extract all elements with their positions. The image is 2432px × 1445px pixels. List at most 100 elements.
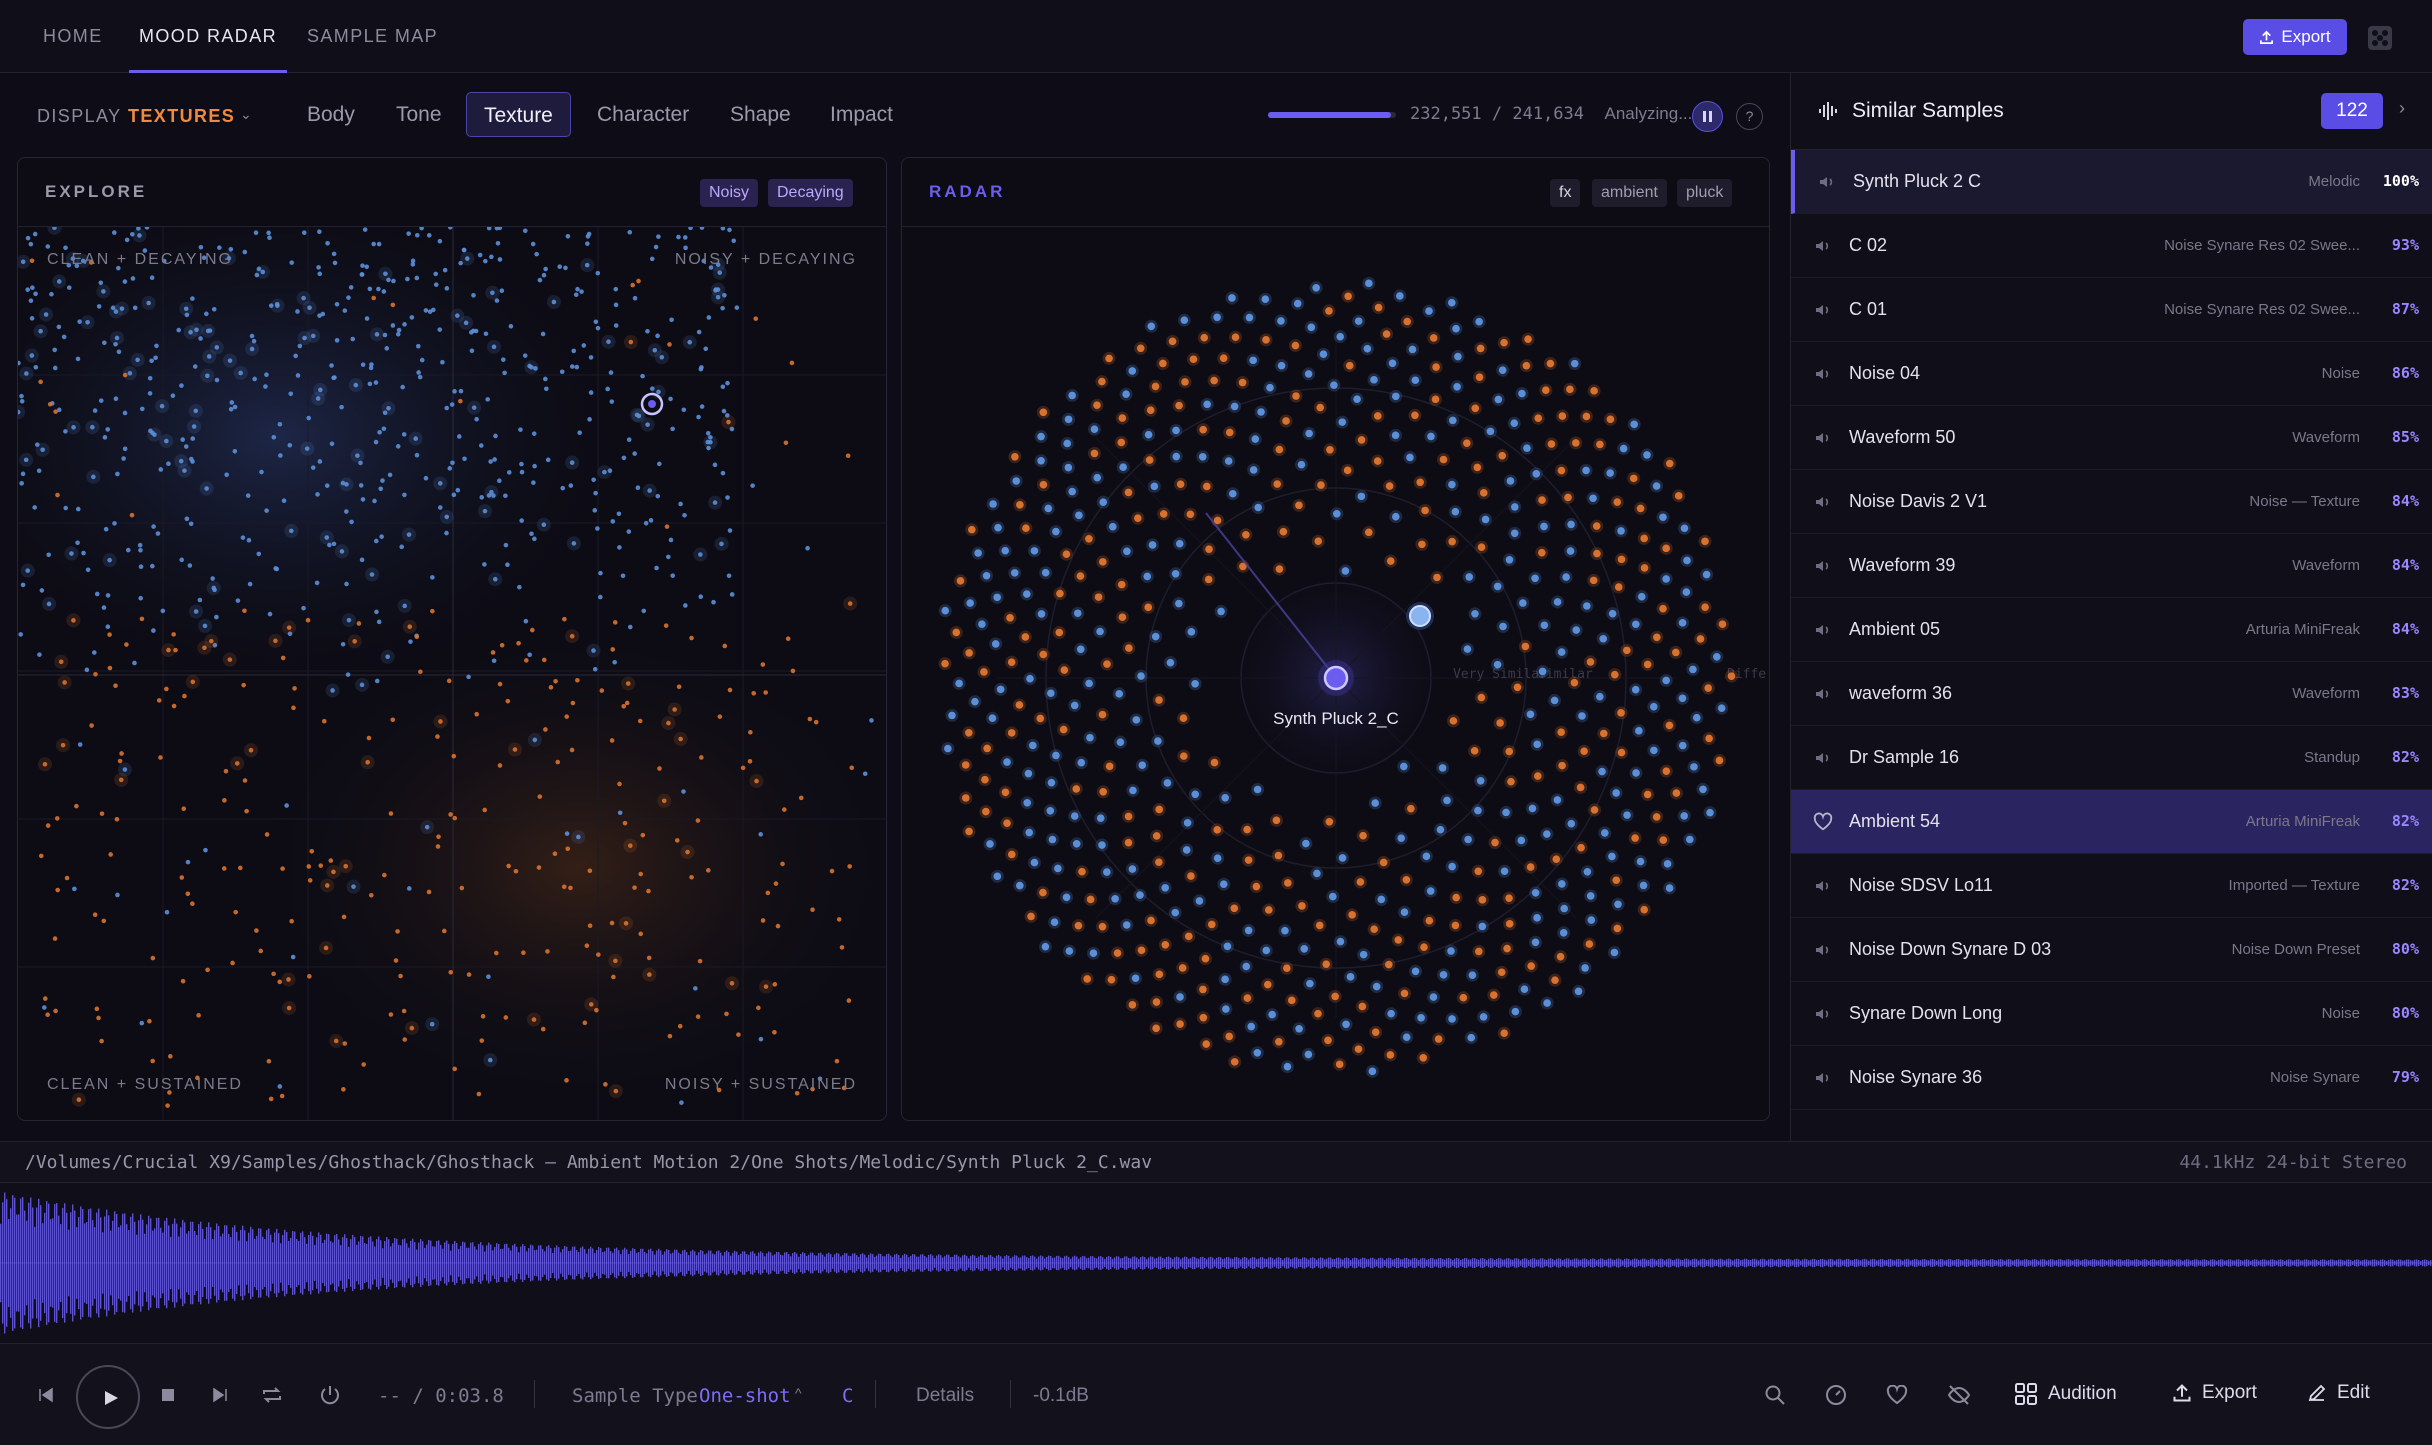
- speaker-icon[interactable]: [1813, 1004, 1833, 1024]
- speaker-icon[interactable]: [1813, 300, 1833, 320]
- list-item[interactable]: Synare Down Long Noise 80%: [1791, 982, 2432, 1046]
- chevron-right-icon[interactable]: ›: [2399, 98, 2405, 118]
- chevron-up-icon[interactable]: ^: [795, 1385, 802, 1401]
- speaker-icon[interactable]: [1813, 620, 1833, 640]
- speaker-icon[interactable]: [1813, 876, 1833, 896]
- explore-point: [834, 1058, 840, 1064]
- tag-decaying[interactable]: Decaying: [768, 179, 853, 207]
- explore-scatter-map[interactable]: [18, 227, 887, 1121]
- explore-point: [150, 430, 155, 436]
- list-item[interactable]: Noise Down Synare D 03 Noise Down Preset 8…: [1791, 918, 2432, 982]
- dice-icon[interactable]: [2368, 26, 2392, 50]
- heart-icon[interactable]: [1813, 812, 1833, 832]
- explore-point: [353, 382, 359, 388]
- list-item[interactable]: C 02 Noise Synare Res 02 Swee... 93%: [1791, 214, 2432, 278]
- explore-point: [25, 235, 31, 241]
- list-item[interactable]: Noise Synare 36 Noise Synare 79%: [1791, 1046, 2432, 1110]
- play-button[interactable]: [76, 1365, 140, 1429]
- search-icon[interactable]: [1764, 1384, 1786, 1406]
- speaker-icon[interactable]: [1813, 236, 1833, 256]
- radar-point: [1152, 832, 1161, 840]
- list-item[interactable]: Ambient 05 Arturia MiniFreak 84%: [1791, 598, 2432, 662]
- export-bottom-label: Export: [2202, 1382, 2257, 1403]
- explore-point: [647, 488, 652, 493]
- radar-point: [1137, 946, 1146, 955]
- nav-tab-home[interactable]: HOME: [43, 26, 103, 46]
- speaker-icon[interactable]: [1813, 492, 1833, 512]
- list-item[interactable]: C 01 Noise Synare Res 02 Swee... 87%: [1791, 278, 2432, 342]
- speaker-icon[interactable]: [1813, 1068, 1833, 1088]
- explore-point: [598, 570, 603, 576]
- explore-point: [810, 907, 815, 913]
- loop-icon[interactable]: [260, 1383, 284, 1407]
- speaker-icon[interactable]: [1813, 364, 1833, 384]
- key-selector[interactable]: C: [842, 1385, 854, 1407]
- explore-point: [171, 703, 177, 709]
- export-bottom-button[interactable]: Export: [2172, 1382, 2257, 1404]
- speaker-icon[interactable]: [1813, 748, 1833, 768]
- heart-icon[interactable]: [1886, 1385, 1908, 1405]
- speaker-icon[interactable]: [1813, 428, 1833, 448]
- tab-texture[interactable]: Texture: [466, 92, 571, 137]
- list-item[interactable]: Synth Pluck 2 C Melodic 100%: [1791, 150, 2432, 214]
- speaker-icon[interactable]: [1817, 172, 1837, 192]
- list-item[interactable]: waveform 36 Waveform 83%: [1791, 662, 2432, 726]
- explore-point: [681, 789, 686, 794]
- list-item[interactable]: Waveform 50 Waveform 85%: [1791, 406, 2432, 470]
- speaker-icon[interactable]: [1813, 684, 1833, 704]
- tab-body[interactable]: Body: [307, 103, 355, 126]
- list-item[interactable]: Noise SDSV Lo11 Imported — Texture 82%: [1791, 854, 2432, 918]
- radar-point: [1534, 414, 1543, 423]
- radar-point: [1623, 646, 1631, 655]
- radar-point: [1449, 717, 1458, 725]
- list-item[interactable]: Waveform 39 Waveform 84%: [1791, 534, 2432, 598]
- skip-back-icon[interactable]: [37, 1386, 55, 1404]
- audition-button[interactable]: Audition: [2014, 1382, 2117, 1406]
- explore-points[interactable]: [18, 227, 874, 1108]
- waveform-view[interactable]: [0, 1183, 2432, 1343]
- pause-analysis-button[interactable]: [1692, 101, 1723, 132]
- explore-point: [486, 227, 492, 231]
- sample-type-select[interactable]: One-shot: [699, 1385, 791, 1407]
- speaker-icon[interactable]: [1813, 940, 1833, 960]
- gain-readout[interactable]: -0.1dB: [1033, 1385, 1089, 1406]
- tag-ambient[interactable]: ambient: [1592, 179, 1667, 207]
- skip-forward-icon[interactable]: [211, 1386, 229, 1404]
- speaker-icon[interactable]: [1813, 556, 1833, 576]
- radar-point: [1336, 937, 1345, 946]
- export-button[interactable]: Export: [2243, 19, 2347, 55]
- tab-tone[interactable]: Tone: [396, 103, 442, 126]
- explore-point: [725, 495, 730, 500]
- list-item[interactable]: Dr Sample 16 Standup 82%: [1791, 726, 2432, 790]
- tab-shape[interactable]: Shape: [730, 103, 791, 126]
- chevron-down-icon[interactable]: ⌄: [240, 106, 252, 122]
- explore-point: [372, 498, 377, 504]
- nav-tab-sample-map[interactable]: SAMPLE MAP: [307, 26, 439, 46]
- explore-point: [339, 404, 344, 410]
- power-icon[interactable]: [318, 1383, 342, 1407]
- tag-noisy[interactable]: Noisy: [700, 179, 759, 207]
- list-item[interactable]: Noise 04 Noise 86%: [1791, 342, 2432, 406]
- display-dropdown[interactable]: TEXTURES: [128, 106, 236, 126]
- tab-impact[interactable]: Impact: [830, 103, 894, 126]
- tag-pluck[interactable]: pluck: [1677, 179, 1733, 207]
- radar-point: [1432, 363, 1440, 371]
- list-item[interactable]: Ambient 54 Arturia MiniFreak 82%: [1791, 790, 2432, 854]
- explore-point: [263, 384, 268, 389]
- explore-point: [356, 621, 362, 626]
- explore-point: [147, 1018, 152, 1024]
- radar-points[interactable]: [938, 276, 1739, 1078]
- eye-off-icon[interactable]: [1947, 1384, 1971, 1406]
- tag-fx[interactable]: fx: [1550, 179, 1581, 207]
- tab-character[interactable]: Character: [597, 103, 690, 126]
- explore-point: [449, 402, 455, 407]
- nav-tab-mood-radar[interactable]: MOOD RADAR: [128, 0, 288, 73]
- edit-button[interactable]: Edit: [2307, 1382, 2370, 1404]
- help-button[interactable]: ?: [1736, 103, 1763, 130]
- details-button[interactable]: Details: [916, 1385, 975, 1406]
- gauge-icon[interactable]: [1825, 1384, 1847, 1406]
- list-item[interactable]: Noise Davis 2 V1 Noise — Texture 84%: [1791, 470, 2432, 534]
- radar-point: [1099, 788, 1107, 796]
- stop-icon[interactable]: [162, 1389, 174, 1401]
